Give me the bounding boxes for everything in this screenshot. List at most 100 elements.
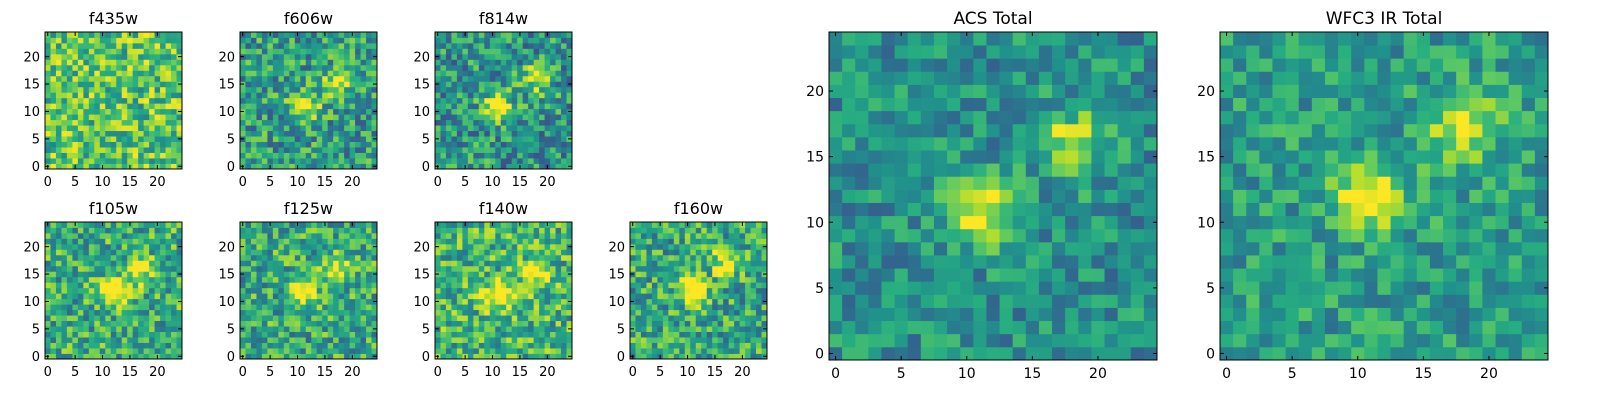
heatmap-cell bbox=[67, 332, 73, 338]
heatmap-cell bbox=[133, 103, 139, 109]
heatmap-cell bbox=[734, 315, 740, 321]
heatmap-cell bbox=[317, 158, 323, 164]
heatmap-cell bbox=[701, 321, 707, 327]
heatmap-cell bbox=[127, 59, 133, 65]
heatmap-cell bbox=[361, 332, 367, 338]
heatmap-cell bbox=[635, 255, 641, 261]
heatmap-cell bbox=[56, 244, 62, 250]
heatmap-cell bbox=[111, 136, 117, 142]
heatmap-cell bbox=[679, 288, 685, 294]
heatmap-cell bbox=[534, 332, 540, 338]
heatmap-cell bbox=[528, 131, 534, 137]
heatmap-cell bbox=[517, 315, 523, 321]
heatmap-cell bbox=[512, 315, 518, 321]
heatmap-cell bbox=[355, 142, 361, 148]
heatmap-cell bbox=[457, 343, 463, 349]
y-tick-label: 20 bbox=[413, 240, 430, 255]
heatmap-cell bbox=[534, 337, 540, 343]
heatmap-cell bbox=[973, 347, 987, 361]
heatmap-cell bbox=[707, 260, 713, 266]
heatmap-cell bbox=[322, 158, 328, 164]
heatmap-cell bbox=[144, 266, 150, 272]
heatmap-cell bbox=[273, 321, 279, 327]
heatmap-cell bbox=[539, 120, 545, 126]
heatmap-cell bbox=[462, 315, 468, 321]
heatmap-cell bbox=[317, 153, 323, 159]
heatmap-cell bbox=[855, 321, 869, 335]
heatmap-cell bbox=[240, 277, 246, 283]
heatmap-cell bbox=[479, 282, 485, 288]
heatmap-cell bbox=[723, 249, 729, 255]
heatmap-cell bbox=[501, 98, 507, 104]
heatmap-cell bbox=[895, 242, 909, 256]
heatmap-cell bbox=[495, 76, 501, 82]
heatmap-cell bbox=[550, 321, 556, 327]
heatmap-cell bbox=[171, 120, 177, 126]
heatmap-cell bbox=[105, 293, 111, 299]
heatmap-cell bbox=[1118, 242, 1132, 256]
heatmap-cell bbox=[440, 304, 446, 310]
heatmap-cell bbox=[78, 158, 84, 164]
heatmap-cell bbox=[56, 227, 62, 233]
heatmap-cell bbox=[278, 321, 284, 327]
heatmap-cell bbox=[100, 65, 106, 71]
heatmap-cell bbox=[149, 142, 155, 148]
heatmap-cell bbox=[256, 81, 262, 87]
heatmap-cell bbox=[289, 315, 295, 321]
heatmap-cell bbox=[171, 65, 177, 71]
heatmap-cell bbox=[350, 293, 356, 299]
heatmap-cell bbox=[83, 48, 89, 54]
heatmap-cell bbox=[490, 249, 496, 255]
heatmap-cell bbox=[517, 81, 523, 87]
heatmap-cell bbox=[712, 310, 718, 316]
heatmap-cell bbox=[144, 59, 150, 65]
heatmap-cell bbox=[473, 326, 479, 332]
heatmap-cell bbox=[256, 332, 262, 338]
heatmap-cell bbox=[160, 227, 166, 233]
heatmap-cell bbox=[267, 125, 273, 131]
heatmap-cell bbox=[83, 299, 89, 305]
heatmap-cell bbox=[690, 266, 696, 272]
heatmap-cell bbox=[138, 337, 144, 343]
heatmap-cell bbox=[479, 76, 485, 82]
heatmap-cell bbox=[468, 54, 474, 60]
heatmap-cell bbox=[446, 81, 452, 87]
heatmap-cell bbox=[712, 337, 718, 343]
heatmap-cell bbox=[462, 282, 468, 288]
heatmap-cell bbox=[339, 332, 345, 338]
heatmap-cell bbox=[556, 282, 562, 288]
heatmap-cell bbox=[556, 315, 562, 321]
heatmap-cell bbox=[1065, 281, 1079, 295]
heatmap-cell bbox=[50, 92, 56, 98]
heatmap-cell bbox=[663, 233, 669, 239]
heatmap-cell bbox=[160, 343, 166, 349]
heatmap-cell bbox=[311, 332, 317, 338]
heatmap-cell bbox=[311, 76, 317, 82]
heatmap-cell bbox=[685, 315, 691, 321]
heatmap-cell bbox=[473, 136, 479, 142]
heatmap-cell bbox=[317, 233, 323, 239]
heatmap-cell bbox=[545, 282, 551, 288]
heatmap-cell bbox=[284, 120, 290, 126]
heatmap-cell bbox=[317, 43, 323, 49]
heatmap-cell bbox=[528, 54, 534, 60]
heatmap-cell bbox=[635, 260, 641, 266]
heatmap-cell bbox=[122, 37, 128, 43]
heatmap-cell bbox=[457, 288, 463, 294]
heatmap-cell bbox=[295, 136, 301, 142]
heatmap-cell bbox=[322, 337, 328, 343]
heatmap-cell bbox=[729, 282, 735, 288]
heatmap-cell bbox=[440, 299, 446, 305]
heatmap-cell bbox=[344, 227, 350, 233]
heatmap-cell bbox=[934, 229, 948, 243]
heatmap-cell bbox=[690, 227, 696, 233]
x-tick-label: 20 bbox=[149, 175, 166, 190]
heatmap-cell bbox=[512, 332, 518, 338]
heatmap-cell bbox=[273, 293, 279, 299]
heatmap-cell bbox=[495, 244, 501, 250]
heatmap-cell bbox=[240, 120, 246, 126]
heatmap-cell bbox=[473, 109, 479, 115]
heatmap-cell bbox=[435, 103, 441, 109]
heatmap-cell bbox=[144, 81, 150, 87]
heatmap-cell bbox=[262, 310, 268, 316]
